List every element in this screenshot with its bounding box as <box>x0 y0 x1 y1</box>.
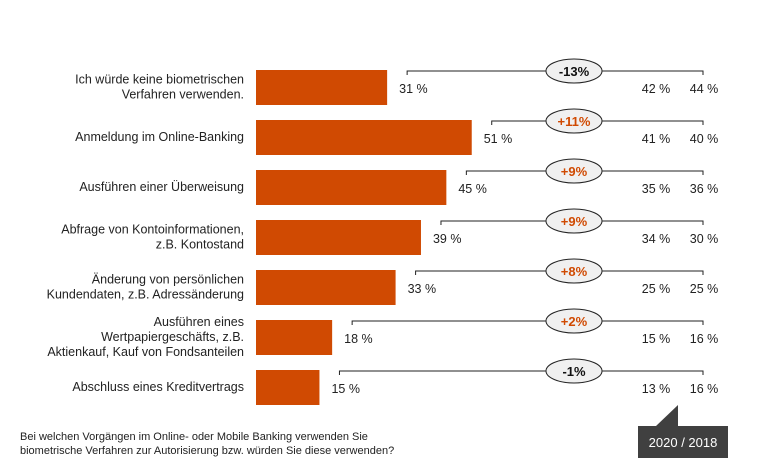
bar-value-label: 18 % <box>344 332 373 346</box>
difference-bubble <box>545 358 603 384</box>
category-label: z.B. Kontostand <box>156 238 244 252</box>
value-2018: 16 % <box>690 332 719 346</box>
value-2020: 25 % <box>642 282 671 296</box>
difference-bubble <box>545 158 603 184</box>
category-label: Abfrage von Kontoinformationen, <box>61 223 244 237</box>
category-label: Ich würde keine biometrischen <box>75 73 244 87</box>
chart-note: Bei welchen Vorgängen im Online- oder Mo… <box>20 430 460 458</box>
bar-value-label: 51 % <box>484 132 512 146</box>
bar <box>256 320 333 355</box>
difference-label: +9% <box>561 164 588 179</box>
difference-label: +11% <box>558 114 591 129</box>
category-label: Wertpapiergeschäfts, z.B. <box>101 330 244 344</box>
legend-label: 2020 / 2018 <box>638 426 728 458</box>
bar <box>256 370 320 405</box>
difference-label: -1% <box>562 364 586 379</box>
difference-bracket <box>351 320 704 325</box>
value-2020: 41 % <box>642 132 671 146</box>
chart-row: Ausführen einer Überweisung 45 % 35 % 36 % +… <box>79 158 719 205</box>
difference-bubble <box>545 308 603 334</box>
difference-label: +9% <box>561 214 588 229</box>
value-2018: 40 % <box>690 132 719 146</box>
chart-row: Anmeldung im Online-Banking 51 % 41 % 40 % +… <box>75 108 719 155</box>
difference-bubble <box>545 108 603 134</box>
bar-value-label: 33 % <box>408 282 437 296</box>
bar <box>256 70 388 105</box>
value-2020: 34 % <box>642 232 671 246</box>
difference-label: -13% <box>559 64 590 79</box>
bar <box>256 170 447 205</box>
difference-bubble <box>545 258 603 284</box>
bar <box>256 120 472 155</box>
value-2018: 44 % <box>690 82 719 96</box>
category-label: Änderung von persönlichen <box>92 273 244 287</box>
value-2020: 42 % <box>642 82 671 96</box>
category-label: Aktienkauf, Kauf von Fondsanteilen <box>47 345 244 359</box>
difference-bubble <box>545 58 603 84</box>
category-label: Abschluss eines Kreditvertrags <box>72 380 244 394</box>
category-label: Anmeldung im Online-Banking <box>75 130 244 144</box>
bar-value-label: 31 % <box>399 82 428 96</box>
value-2020: 35 % <box>642 182 671 196</box>
bar <box>256 220 421 255</box>
difference-label: +8% <box>561 264 588 279</box>
chart-row: Abfrage von Kontoinformationen,z.B. Kont… <box>61 208 719 255</box>
chart-row: Abschluss eines Kreditvertrags 15 % 13 % 16… <box>72 358 719 405</box>
difference-label: +2% <box>561 314 588 329</box>
value-2018: 25 % <box>690 282 719 296</box>
note-line: biometrische Verfahren zur Autorisierung… <box>20 445 395 457</box>
category-label: Ausführen eines <box>154 315 244 329</box>
difference-bubble <box>545 208 603 234</box>
difference-bracket <box>338 370 704 375</box>
category-label: Verfahren verwenden. <box>122 88 244 102</box>
value-2020: 15 % <box>642 332 671 346</box>
bar-value-label: 15 % <box>331 382 360 396</box>
bar-value-label: 39 % <box>433 232 462 246</box>
category-label: Ausführen einer Überweisung <box>79 180 244 194</box>
value-2018: 16 % <box>690 382 719 396</box>
note-line: Bei welchen Vorgängen im Online- oder Mo… <box>20 431 368 443</box>
value-2018: 36 % <box>690 182 719 196</box>
value-2018: 30 % <box>690 232 719 246</box>
bar-value-label: 45 % <box>458 182 487 196</box>
bar <box>256 270 396 305</box>
category-label: Kundendaten, z.B. Adressänderung <box>47 288 244 302</box>
value-2020: 13 % <box>642 382 671 396</box>
